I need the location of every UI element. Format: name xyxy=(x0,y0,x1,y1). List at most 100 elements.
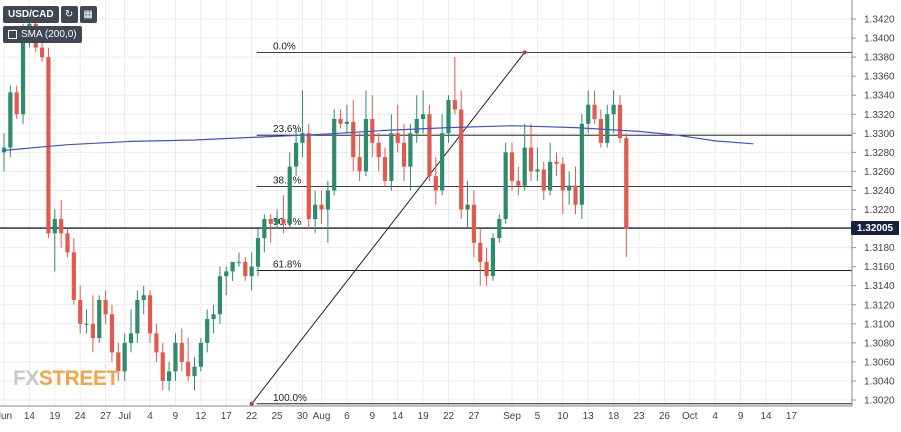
candle xyxy=(205,309,210,353)
candle xyxy=(78,285,83,334)
candle-body xyxy=(465,204,470,210)
candle xyxy=(344,104,349,134)
logo-street: STREET xyxy=(38,367,119,390)
candle-body xyxy=(421,114,426,120)
candle-body xyxy=(459,109,464,210)
candle-body xyxy=(605,114,610,143)
candle-body xyxy=(408,133,413,167)
fib-level-label: 0.0% xyxy=(273,41,296,52)
candle-body xyxy=(490,238,496,277)
x-tick-label: 27 xyxy=(100,411,112,422)
candle-body xyxy=(40,47,45,58)
candle xyxy=(147,290,153,343)
candle xyxy=(611,90,616,134)
candle xyxy=(122,333,127,381)
fibonacci-retracement: 0.0% 23.6% 38.2% 50.0% 61.8% 100.0% xyxy=(0,41,852,406)
x-tick-label: 30 xyxy=(297,411,309,422)
y-tick-label: 1.3400 xyxy=(864,34,895,45)
candle-body xyxy=(173,342,178,372)
current-price-tag: 1.32005 xyxy=(851,221,899,235)
candle xyxy=(192,357,197,391)
candle-body xyxy=(452,99,457,110)
calendar-icon[interactable]: ▦ xyxy=(79,6,97,23)
candle xyxy=(573,166,578,215)
candle-body xyxy=(262,219,267,239)
candle xyxy=(484,247,489,286)
x-tick-label: 4 xyxy=(712,411,718,422)
candle xyxy=(395,104,400,153)
candle xyxy=(408,123,413,191)
candle-body xyxy=(471,204,476,243)
candle-body xyxy=(611,104,616,115)
refresh-icon[interactable]: ↻ xyxy=(60,6,78,23)
fib-level-label: 50.0% xyxy=(273,217,301,228)
candle xyxy=(535,147,540,181)
candle-body xyxy=(338,119,343,124)
y-tick-label: 1.3220 xyxy=(864,205,895,216)
candle xyxy=(167,361,172,391)
candle xyxy=(528,123,534,181)
candle xyxy=(401,123,407,181)
symbol-label[interactable]: USD/CAD xyxy=(3,6,59,23)
candle xyxy=(586,90,591,134)
candle-body xyxy=(376,142,381,158)
candle-body xyxy=(541,169,546,191)
candle-body xyxy=(497,219,502,239)
candle xyxy=(503,142,508,224)
gridlines xyxy=(0,0,852,406)
x-tick-label: 14 xyxy=(392,411,404,422)
candle-body xyxy=(509,152,515,181)
y-tick-label: 1.3240 xyxy=(864,186,895,197)
x-tick-label: 14 xyxy=(760,411,772,422)
candle-body xyxy=(20,38,26,115)
fib-level-label: 100.0% xyxy=(273,393,307,404)
candle xyxy=(179,328,184,372)
candle-body xyxy=(332,119,337,191)
candle-body xyxy=(224,271,229,277)
fib-anchor-end xyxy=(522,50,527,55)
candle xyxy=(433,157,438,205)
x-tick-label: 19 xyxy=(418,411,430,422)
x-tick-label: 14 xyxy=(24,411,36,422)
logo-fx: FX xyxy=(13,367,39,390)
candle xyxy=(389,114,394,191)
y-tick-label: 1.3060 xyxy=(864,357,895,368)
x-tick-label: Jun xyxy=(0,411,12,422)
candle xyxy=(351,99,356,172)
candle-body xyxy=(230,261,235,272)
candle-body xyxy=(198,342,203,367)
candle-body xyxy=(351,121,356,158)
candle-body xyxy=(484,261,489,277)
candle xyxy=(160,342,165,391)
candle xyxy=(554,152,559,177)
candle-body xyxy=(446,99,451,134)
candle-body xyxy=(313,204,318,220)
candle-body xyxy=(516,180,521,186)
candle-body xyxy=(59,219,64,234)
candle xyxy=(567,171,572,205)
fxstreet-logo: FXSTREET xyxy=(13,367,119,391)
y-tick-label: 1.3180 xyxy=(864,243,895,254)
y-tick-label: 1.3020 xyxy=(864,396,895,407)
sma-indicator-label[interactable]: SMA (200,0) xyxy=(3,26,82,43)
candle xyxy=(116,342,121,381)
candle-body xyxy=(579,123,584,205)
candle-body xyxy=(160,352,165,381)
candle xyxy=(198,338,203,372)
x-tick-label: Sep xyxy=(503,411,521,422)
candle xyxy=(560,157,565,215)
candle-body xyxy=(109,314,115,353)
x-tick-label: 24 xyxy=(75,411,87,422)
candles xyxy=(1,9,629,391)
candle-body xyxy=(478,242,483,262)
candle xyxy=(313,190,318,234)
candle xyxy=(478,228,483,286)
candle-body xyxy=(427,114,432,177)
candle xyxy=(268,214,273,243)
candle-body xyxy=(274,219,280,224)
candle-body xyxy=(205,319,210,343)
x-tick-label: 17 xyxy=(786,411,798,422)
candle-body xyxy=(8,92,13,148)
